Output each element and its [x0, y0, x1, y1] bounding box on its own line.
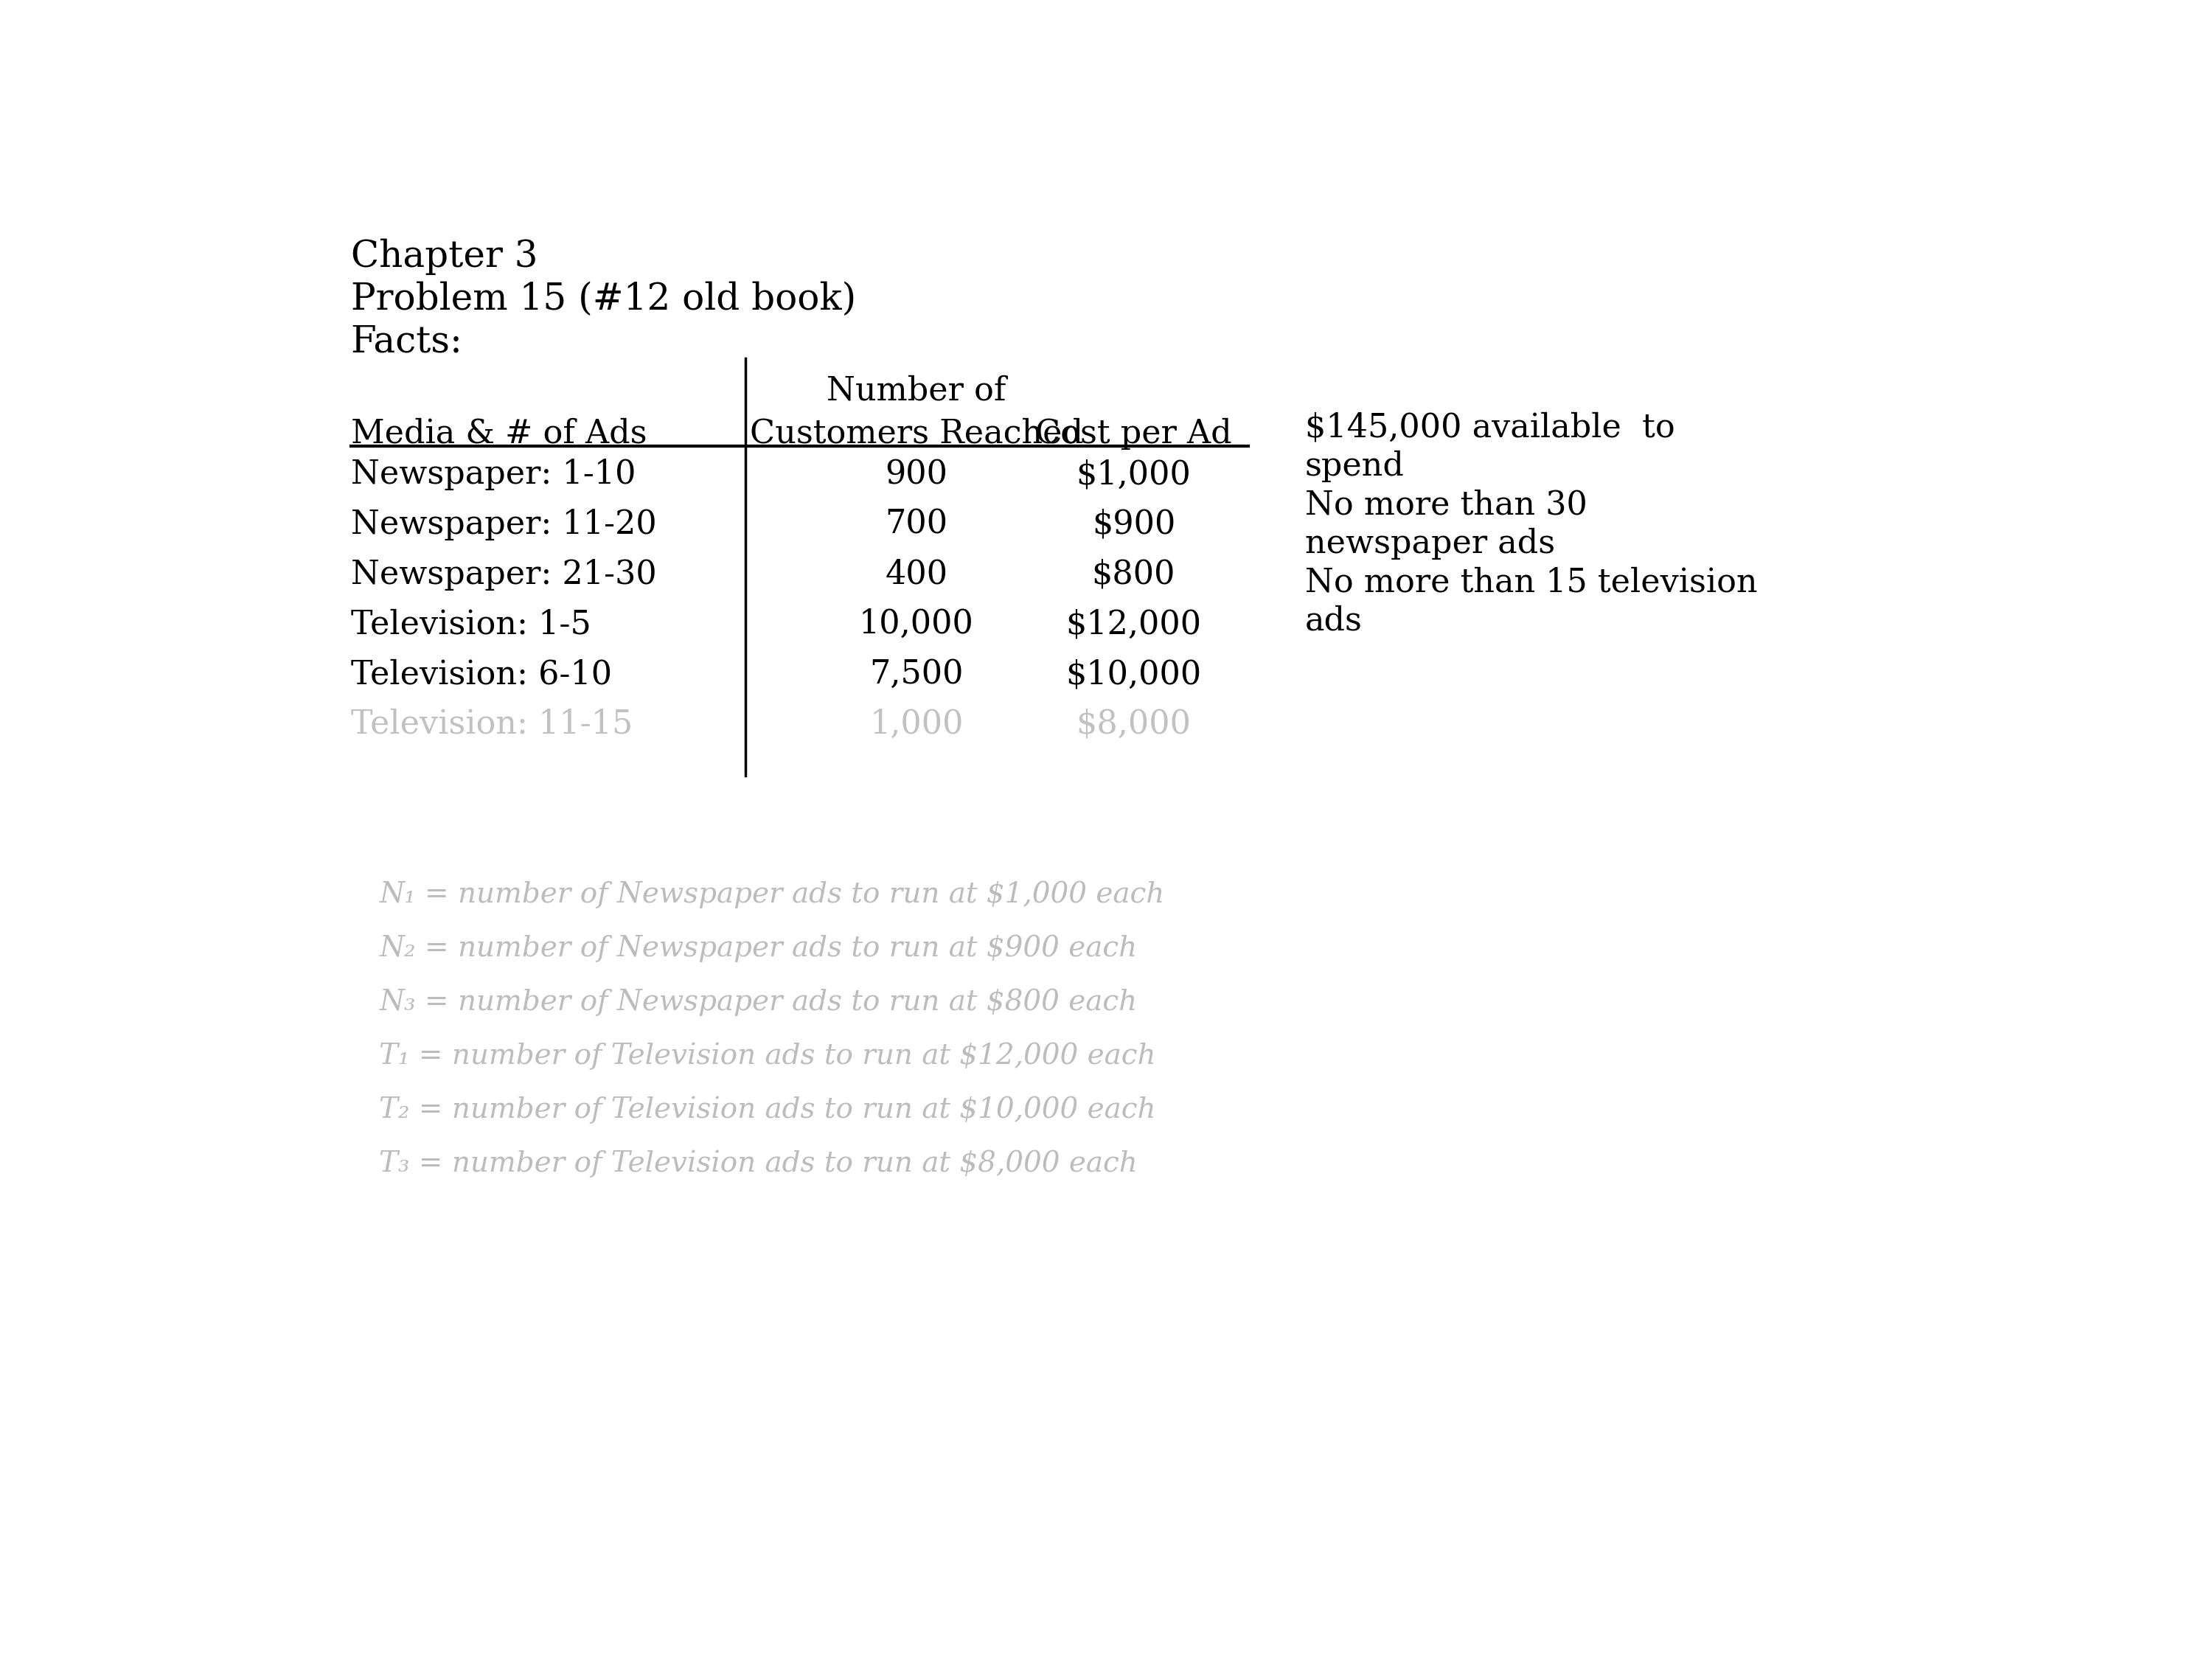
Text: Number of: Number of	[827, 375, 1006, 406]
Text: N₃ = number of Newspaper ads to run at $800 each: N₃ = number of Newspaper ads to run at $…	[380, 989, 1137, 1015]
Text: Television: 11-15: Television: 11-15	[352, 708, 633, 740]
Text: No more than 30: No more than 30	[1305, 489, 1588, 521]
Text: Television: 1-5: Television: 1-5	[352, 609, 591, 640]
Text: T₃ = number of Television ads to run at $8,000 each: T₃ = number of Television ads to run at …	[380, 1150, 1137, 1178]
Text: Newspaper: 1-10: Newspaper: 1-10	[352, 458, 635, 491]
Text: Facts:: Facts:	[352, 324, 462, 360]
Text: Cost per Ad: Cost per Ad	[1035, 418, 1232, 450]
Text: 1,000: 1,000	[869, 708, 964, 740]
Text: 7,500: 7,500	[869, 659, 964, 690]
Text: Chapter 3: Chapter 3	[352, 239, 538, 275]
Text: Problem 15 (#12 old book): Problem 15 (#12 old book)	[352, 282, 856, 319]
Text: 900: 900	[885, 458, 947, 491]
Text: N₂ = number of Newspaper ads to run at $900 each: N₂ = number of Newspaper ads to run at $…	[380, 934, 1137, 962]
Text: Television: 6-10: Television: 6-10	[352, 659, 613, 690]
Text: 10,000: 10,000	[858, 609, 973, 640]
Text: 400: 400	[885, 559, 949, 591]
Text: No more than 15 television: No more than 15 television	[1305, 566, 1759, 599]
Text: $12,000: $12,000	[1066, 609, 1201, 640]
Text: T₁ = number of Television ads to run at $12,000 each: T₁ = number of Television ads to run at …	[380, 1042, 1157, 1070]
Text: $10,000: $10,000	[1066, 659, 1201, 690]
Text: Media & # of Ads: Media & # of Ads	[352, 418, 646, 450]
Text: ads: ads	[1305, 606, 1363, 637]
Text: $1,000: $1,000	[1077, 458, 1190, 491]
Text: newspaper ads: newspaper ads	[1305, 528, 1555, 559]
Text: $800: $800	[1093, 559, 1175, 591]
Text: Newspaper: 11-20: Newspaper: 11-20	[352, 508, 657, 541]
Text: Newspaper: 21-30: Newspaper: 21-30	[352, 559, 657, 591]
Text: $900: $900	[1093, 508, 1175, 541]
Text: $8,000: $8,000	[1075, 708, 1190, 740]
Text: T₂ = number of Television ads to run at $10,000 each: T₂ = number of Television ads to run at …	[380, 1097, 1157, 1123]
Text: Customers Reached: Customers Reached	[750, 418, 1084, 450]
Text: 700: 700	[885, 508, 949, 541]
Text: spend: spend	[1305, 451, 1405, 483]
Text: $145,000 available  to: $145,000 available to	[1305, 411, 1674, 445]
Text: N₁ = number of Newspaper ads to run at $1,000 each: N₁ = number of Newspaper ads to run at $…	[380, 881, 1166, 907]
